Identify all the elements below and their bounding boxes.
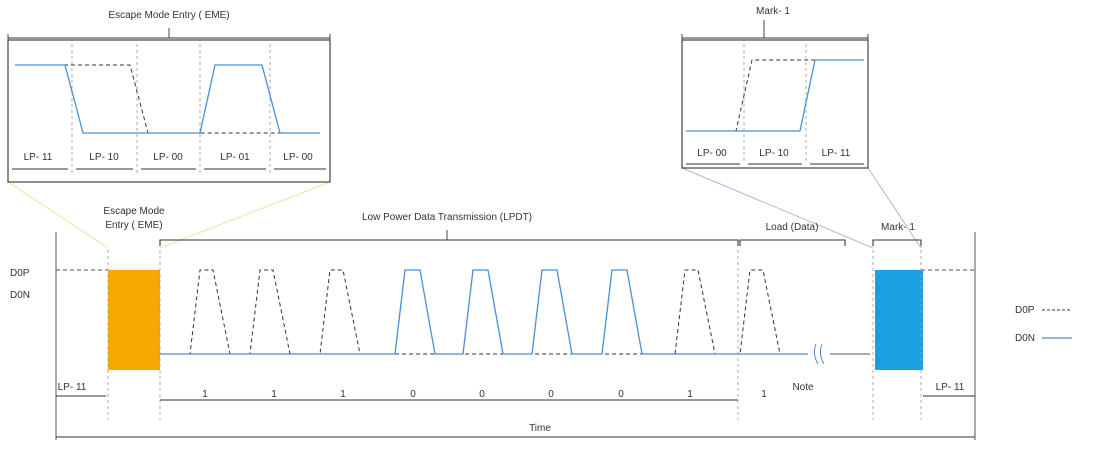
eme-state-label: LP- 00	[153, 152, 183, 163]
eme-section-label-line2: Entry ( EME)	[105, 220, 162, 231]
eme-inset-dn-wave	[15, 64, 320, 134]
mark-bracket	[872, 239, 922, 246]
bit-column-separators	[107, 250, 922, 420]
time-label: Time	[529, 423, 551, 434]
signal-label-dn: D0N	[10, 290, 30, 301]
bit-value: 0	[618, 389, 624, 400]
bit-value: 1	[271, 389, 277, 400]
bit-value: 1	[202, 389, 208, 400]
bit-value: 1	[761, 389, 767, 400]
mark-state-label: LP- 00	[697, 148, 727, 159]
lp11-left-label: LP- 11	[58, 382, 87, 393]
lpdt-section-label: Low Power Data Transmission (LPDT)	[362, 212, 532, 223]
mark-section-label: Mark- 1	[881, 222, 915, 233]
mark-state-label: LP- 11	[822, 148, 851, 159]
legend-dp-label: D0P	[1015, 305, 1035, 316]
load-section-label: Load (Data)	[766, 222, 819, 233]
inset-connectors	[7, 167, 922, 249]
bit-value: 1	[340, 389, 346, 400]
eme-block	[108, 270, 160, 370]
break-mark	[819, 343, 825, 365]
signal-label-dp: D0P	[10, 268, 30, 279]
waveform-break	[813, 343, 870, 365]
legend: D0P D0N	[1015, 305, 1072, 344]
eme-inset-dp-wave	[15, 64, 320, 134]
section-brackets	[159, 230, 922, 246]
mark-inset-frame	[681, 39, 869, 169]
bit-value: 0	[479, 389, 485, 400]
eme-state-label: LP- 01	[220, 152, 250, 163]
eme-state-label: LP- 10	[89, 152, 119, 163]
mark-inset-title: Mark- 1	[756, 6, 790, 17]
eme-connector-left	[7, 181, 109, 249]
eme-inset-state-row: LP- 11 LP- 10 LP- 00 LP- 01 LP- 00	[12, 152, 326, 170]
eme-state-label: LP- 00	[283, 152, 313, 163]
mark-connector-right	[867, 167, 922, 249]
lpdt-bracket	[159, 239, 739, 246]
eme-section-label-line1: Escape Mode	[103, 206, 165, 217]
load-bracket	[739, 239, 846, 246]
bottom-row: LP- 11 1 1 1 0 0 0 0 1 1 Note LP- 11	[56, 382, 975, 401]
mark-inset-dn-wave	[686, 59, 864, 132]
eme-state-label: LP- 11	[24, 152, 53, 163]
time-axis: Time	[56, 423, 975, 438]
mark-state-label: LP- 10	[759, 148, 789, 159]
eme-inset-frame	[7, 39, 331, 183]
mark-inset-state-row: LP- 00 LP- 10 LP- 11	[686, 148, 864, 165]
eme-connector-right	[159, 181, 331, 249]
main-timeline: Escape Mode Entry ( EME) Low Power Data …	[10, 206, 976, 440]
mark-connector-left	[681, 167, 874, 249]
bit-value: 0	[548, 389, 554, 400]
eme-inset-title: Escape Mode Entry ( EME)	[108, 10, 229, 21]
mark-block	[875, 270, 923, 370]
eme-inset-segment-dividers	[71, 44, 271, 176]
break-mark	[813, 343, 819, 365]
main-dn-wave	[160, 269, 808, 355]
note-label: Note	[792, 382, 814, 393]
lp11-right-label: LP- 11	[936, 382, 965, 393]
mark-inset: Mark- 1 LP- 00 LP- 10 LP- 11	[681, 6, 869, 169]
legend-dn-label: D0N	[1015, 333, 1035, 344]
bit-value: 0	[410, 389, 416, 400]
bit-value: 1	[687, 389, 693, 400]
eme-inset: Escape Mode Entry ( EME) LP- 11 LP- 10 L…	[7, 10, 331, 183]
main-dp-wave	[160, 269, 805, 355]
